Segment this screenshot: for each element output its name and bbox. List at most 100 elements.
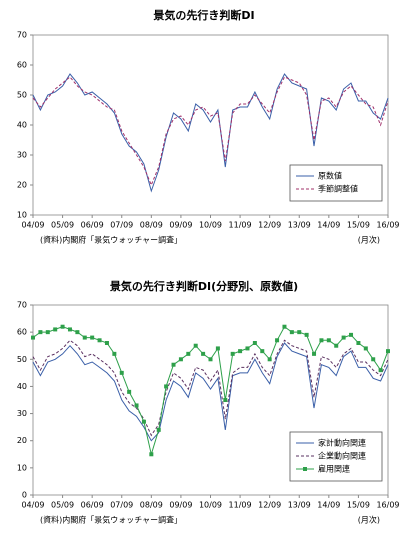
point-marker	[275, 338, 280, 343]
y-tick-label: 30	[17, 151, 27, 160]
y-tick-label: 0	[22, 491, 27, 500]
point-marker	[230, 351, 235, 356]
y-tick-label: 40	[17, 382, 27, 391]
x-tick-label: 08/09	[140, 501, 163, 510]
y-tick-label: 50	[17, 355, 27, 364]
legend-box	[289, 431, 383, 482]
series-line	[32, 342, 389, 442]
y-tick-label: 70	[17, 31, 27, 40]
point-marker	[119, 370, 124, 375]
point-marker	[356, 341, 361, 345]
point-marker	[282, 324, 287, 329]
point-marker	[297, 330, 302, 335]
point-marker	[349, 332, 354, 337]
x-tick-label: 15/09	[347, 501, 370, 510]
legend-box	[289, 164, 383, 202]
y-tick-label: 30	[17, 409, 27, 418]
point-marker	[238, 349, 243, 354]
x-tick-label: 04/09	[21, 501, 44, 510]
y-tick-label: 10	[17, 463, 27, 472]
point-marker	[289, 330, 294, 335]
point-marker	[75, 330, 80, 335]
x-tick-label: 13/09	[288, 501, 311, 510]
point-marker	[193, 343, 198, 348]
x-tick-label: 05/09	[51, 501, 74, 510]
y-tick-label: 10	[17, 211, 27, 220]
x-tick-label: 08/09	[140, 221, 163, 230]
point-marker	[363, 346, 368, 351]
point-marker	[149, 452, 154, 457]
point-marker	[104, 341, 109, 345]
series-line	[32, 73, 389, 193]
y-tick-label: 20	[17, 181, 27, 190]
x-tick-label: 15/09	[347, 221, 370, 230]
y-tick-label: 20	[17, 436, 27, 445]
legend-label: 企業動向関連	[318, 451, 366, 461]
x-tick-label: 16/09	[376, 221, 399, 230]
point-marker	[341, 335, 346, 340]
point-marker	[82, 335, 87, 340]
x-tick-label: 07/09	[110, 221, 133, 230]
point-marker	[90, 335, 95, 340]
x-tick-label: 04/09	[21, 221, 44, 230]
point-marker	[319, 338, 324, 343]
point-marker	[334, 343, 339, 348]
source-note: (資料)内閣府「景気ウォッチャー調査」	[40, 515, 182, 525]
y-tick-label: 50	[17, 91, 27, 100]
point-marker	[326, 338, 331, 343]
legend-label: 家計動向関連	[318, 438, 366, 448]
chart-title: 景気の先行き判断DI	[152, 8, 254, 22]
legend-label: 季節調整値	[318, 184, 358, 194]
point-marker	[112, 351, 117, 356]
point-marker	[134, 403, 139, 408]
point-marker	[171, 362, 176, 367]
point-marker	[208, 357, 213, 362]
point-marker	[156, 427, 161, 432]
point-marker	[223, 398, 228, 402]
point-marker	[267, 357, 272, 362]
point-marker	[260, 349, 265, 354]
x-tick-label: 12/09	[258, 221, 281, 230]
y-tick-label: 60	[17, 61, 27, 70]
point-marker	[304, 332, 309, 337]
chart-title: 景気の先行き判断DI(分野別、原数値)	[109, 279, 298, 293]
x-tick-label: 14/09	[317, 221, 340, 230]
x-tick-label: 11/09	[229, 501, 252, 510]
x-tick-label: 06/09	[81, 221, 104, 230]
point-marker	[60, 324, 65, 329]
legend-label: 雇用関連	[318, 464, 350, 474]
point-marker	[371, 357, 376, 362]
unit-note: (月次)	[358, 515, 380, 525]
point-marker	[312, 351, 317, 356]
x-tick-label: 05/09	[51, 221, 74, 230]
point-marker	[178, 357, 183, 362]
x-tick-label: 16/09	[376, 501, 399, 510]
x-tick-label: 13/09	[288, 221, 311, 230]
x-tick-label: 10/09	[199, 501, 222, 510]
point-marker	[252, 341, 257, 345]
x-tick-label: 14/09	[317, 501, 340, 510]
point-marker	[141, 419, 146, 424]
point-marker	[31, 335, 35, 340]
x-tick-label: 11/09	[229, 221, 252, 230]
point-marker	[67, 327, 72, 332]
point-marker	[245, 346, 250, 351]
x-tick-label: 12/09	[258, 501, 281, 510]
point-marker	[45, 330, 50, 335]
unit-note: (月次)	[358, 235, 380, 245]
point-marker	[53, 327, 58, 332]
point-marker	[38, 330, 43, 335]
source-note: (資料)内閣府「景気ウォッチャー調査」	[40, 235, 182, 245]
x-tick-label: 07/09	[110, 501, 133, 510]
point-marker	[186, 351, 191, 356]
point-marker	[164, 384, 169, 389]
point-marker	[215, 346, 220, 351]
point-marker	[201, 351, 206, 356]
x-tick-label: 06/09	[81, 501, 104, 510]
point-marker	[386, 349, 390, 354]
x-tick-label: 09/09	[169, 221, 192, 230]
y-tick-label: 40	[17, 121, 27, 130]
series-line	[32, 339, 389, 437]
legend-marker	[303, 467, 307, 471]
